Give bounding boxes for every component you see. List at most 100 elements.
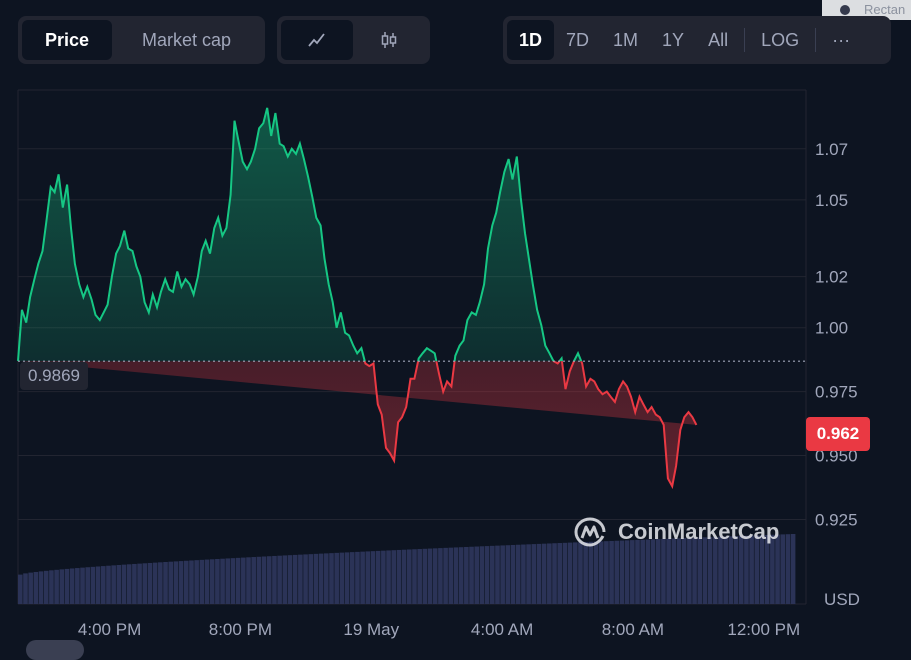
volume-bar: [666, 538, 671, 604]
volume-bar: [417, 549, 422, 604]
volume-bar: [687, 537, 692, 604]
volume-bar: [541, 543, 547, 604]
volume-bar: [54, 569, 59, 604]
candlestick-button[interactable]: [353, 20, 425, 60]
volume-bar: [173, 561, 179, 604]
volume-bar: [313, 553, 319, 604]
volume-bar: [241, 557, 246, 604]
volume-bar: [785, 534, 791, 604]
range-7d[interactable]: 7D: [566, 29, 590, 50]
volume-bar: [324, 553, 329, 604]
volume-bar: [318, 553, 324, 604]
volume-bar: [292, 554, 298, 604]
volume-bar: [287, 555, 293, 604]
y-tick-label: 0.950: [815, 447, 858, 466]
y-tick-label: 1.05: [815, 191, 848, 210]
tab-price[interactable]: Price: [22, 20, 112, 60]
volume-bar: [43, 570, 49, 604]
volume-bar: [225, 558, 231, 604]
volume-bar: [365, 551, 371, 604]
divider: [815, 28, 817, 52]
volume-bar: [349, 552, 355, 604]
volume-bar: [645, 539, 651, 604]
volume-bar: [593, 541, 599, 604]
volume-bar: [360, 551, 365, 604]
volume-bar: [391, 550, 397, 604]
volume-bar: [764, 534, 770, 604]
volume-bar: [562, 542, 568, 604]
volume-bar: [572, 542, 578, 604]
volume-bar: [215, 558, 220, 604]
volume-bar: [355, 551, 360, 604]
volume-bar: [770, 534, 775, 604]
volume-bar: [220, 558, 225, 604]
y-tick-label: 0.925: [815, 510, 858, 529]
volume-bar: [282, 555, 288, 604]
log-scale-button[interactable]: LOG: [761, 29, 800, 50]
y-axis: 0.925 0.950 0.975 1.00 1.02 1.05 1.07: [815, 140, 858, 530]
volume-bar: [168, 561, 173, 604]
volume-bar: [100, 566, 106, 604]
volume-bar: [251, 557, 256, 604]
volume-bar: [521, 544, 526, 604]
volume-bar: [640, 539, 645, 604]
volume-bar: [422, 548, 428, 604]
volume-bar: [635, 539, 640, 604]
range-all[interactable]: All: [708, 29, 729, 50]
volume-bar: [427, 548, 433, 604]
volume-bar: [567, 542, 573, 604]
volume-bar: [604, 541, 609, 604]
volume-bar: [204, 559, 210, 604]
coinmarketcap-logo-icon: [574, 517, 606, 547]
volume-bar: [412, 549, 417, 604]
volume-bar: [33, 571, 39, 604]
volume-bar: [407, 549, 412, 604]
volume-bar: [495, 545, 500, 604]
line-chart-button[interactable]: [281, 20, 353, 60]
volume-bar: [194, 560, 199, 604]
volume-bar: [754, 535, 760, 604]
volume-bar: [126, 564, 132, 604]
volume-bar: [189, 560, 194, 604]
line-chart-icon: [308, 33, 325, 47]
overlay-tooltip: Rectan: [822, 0, 911, 20]
divider: [744, 28, 746, 52]
volume-bar: [588, 541, 594, 604]
volume-bar: [583, 541, 588, 604]
volume-bar: [116, 564, 122, 604]
price-line-above: [17, 107, 583, 362]
volume-bar: [152, 562, 158, 604]
price-area-below: [20, 361, 697, 487]
volume-bar: [655, 539, 661, 604]
tab-market-cap[interactable]: Market cap: [141, 29, 232, 50]
volume-bar: [728, 536, 734, 604]
volume-bar: [775, 534, 780, 604]
volume-bar: [515, 544, 521, 604]
volume-bar: [381, 550, 386, 604]
volume-bar: [75, 568, 80, 604]
volume-bar: [334, 552, 339, 604]
volume-bar: [661, 538, 666, 604]
range-1m[interactable]: 1M: [613, 29, 639, 50]
volume-bar: [458, 547, 464, 604]
volume-bar: [80, 567, 85, 604]
volume-bar: [738, 535, 744, 604]
range-1d[interactable]: 1D: [507, 20, 555, 60]
volume-bar: [272, 555, 277, 604]
volume-bar: [235, 557, 241, 604]
volume-bar: [121, 564, 127, 604]
range-1y[interactable]: 1Y: [662, 29, 685, 50]
volume-bar: [650, 539, 656, 604]
y-tick-label: 1.00: [815, 319, 848, 338]
volume-bar: [744, 535, 749, 604]
volume-bar: [261, 556, 267, 604]
volume-bar: [484, 546, 490, 604]
volume-bar: [432, 548, 438, 604]
volume-bar: [453, 547, 459, 604]
scroll-handle[interactable]: [26, 640, 84, 660]
volume-bar: [266, 556, 272, 604]
volume-bar: [158, 562, 163, 604]
more-options-button[interactable]: ···: [832, 29, 851, 50]
volume-bar: [578, 542, 583, 604]
